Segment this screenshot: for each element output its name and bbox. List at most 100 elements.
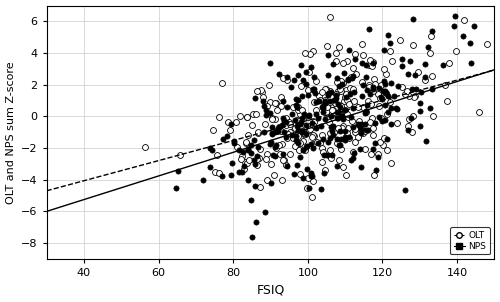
Point	[291, 118, 299, 123]
Point	[382, 81, 390, 86]
Point	[223, 133, 231, 138]
Point	[256, 155, 264, 160]
Point	[358, 41, 366, 46]
Point	[321, 98, 329, 103]
Point	[236, 114, 244, 119]
Point	[304, 114, 312, 119]
Point	[236, 148, 244, 153]
Point	[280, 158, 288, 163]
Point	[292, 138, 300, 143]
Point	[337, 103, 345, 108]
Point	[318, 145, 326, 150]
Point	[342, 94, 350, 99]
Point	[232, 119, 240, 124]
Point	[320, 153, 328, 158]
Point	[368, 89, 376, 94]
Point	[282, 115, 290, 120]
Point	[301, 132, 309, 137]
Point	[176, 153, 184, 158]
Point	[336, 105, 344, 110]
Point	[370, 76, 378, 81]
Point	[267, 162, 275, 166]
Point	[326, 88, 334, 93]
Point	[320, 100, 328, 105]
Point	[361, 147, 369, 152]
Point	[198, 178, 206, 182]
Point	[332, 92, 340, 96]
Point	[384, 33, 392, 37]
Point	[418, 89, 426, 94]
Point	[334, 101, 342, 106]
Point	[398, 56, 406, 61]
Point	[309, 87, 317, 92]
Point	[380, 79, 388, 84]
Point	[334, 88, 342, 93]
Point	[410, 94, 418, 99]
Point	[369, 147, 377, 152]
Point	[337, 79, 345, 84]
Point	[356, 124, 364, 129]
Point	[277, 95, 285, 100]
Point	[358, 79, 366, 84]
Point	[310, 91, 318, 96]
Point	[316, 99, 324, 104]
Point	[301, 147, 309, 152]
Point	[306, 124, 314, 129]
Point	[260, 122, 268, 127]
Point	[248, 234, 256, 239]
Point	[378, 97, 386, 101]
Point	[314, 139, 322, 144]
Point	[216, 115, 224, 120]
Point	[350, 99, 358, 104]
Point	[326, 99, 334, 104]
Point	[298, 108, 306, 113]
Point	[278, 178, 286, 182]
Point	[248, 111, 256, 116]
Point	[352, 52, 360, 56]
Point	[366, 83, 374, 88]
Point	[318, 137, 326, 141]
Point	[327, 90, 335, 95]
Point	[333, 163, 341, 168]
Y-axis label: OLT and NPS sum Z-score: OLT and NPS sum Z-score	[6, 61, 16, 204]
Point	[334, 158, 342, 162]
Point	[337, 137, 345, 141]
Point	[377, 116, 385, 121]
Point	[328, 108, 336, 112]
Point	[304, 88, 312, 92]
Point	[362, 75, 370, 80]
Point	[208, 147, 216, 152]
Point	[244, 161, 252, 166]
Point	[308, 121, 316, 126]
Point	[271, 116, 279, 121]
Point	[260, 210, 268, 214]
Point	[246, 158, 254, 162]
Point	[380, 103, 388, 108]
Point	[266, 141, 274, 146]
Point	[240, 167, 248, 172]
Point	[404, 72, 411, 77]
Point	[374, 154, 382, 159]
Point	[323, 105, 331, 110]
Point	[324, 52, 332, 57]
Point	[257, 88, 265, 92]
Point	[279, 116, 287, 120]
Point	[296, 127, 304, 131]
Point	[278, 76, 286, 80]
Point	[232, 145, 240, 150]
Point	[342, 92, 349, 97]
Point	[272, 128, 280, 133]
Point	[358, 121, 366, 126]
Point	[410, 17, 418, 22]
Point	[402, 187, 409, 192]
Point	[299, 148, 307, 153]
Point	[289, 105, 297, 110]
Point	[292, 97, 300, 101]
Point	[238, 169, 246, 174]
Point	[297, 120, 305, 124]
Point	[302, 81, 310, 86]
Point	[466, 41, 474, 46]
Point	[258, 90, 266, 95]
Point	[296, 121, 304, 126]
Point	[333, 79, 341, 84]
